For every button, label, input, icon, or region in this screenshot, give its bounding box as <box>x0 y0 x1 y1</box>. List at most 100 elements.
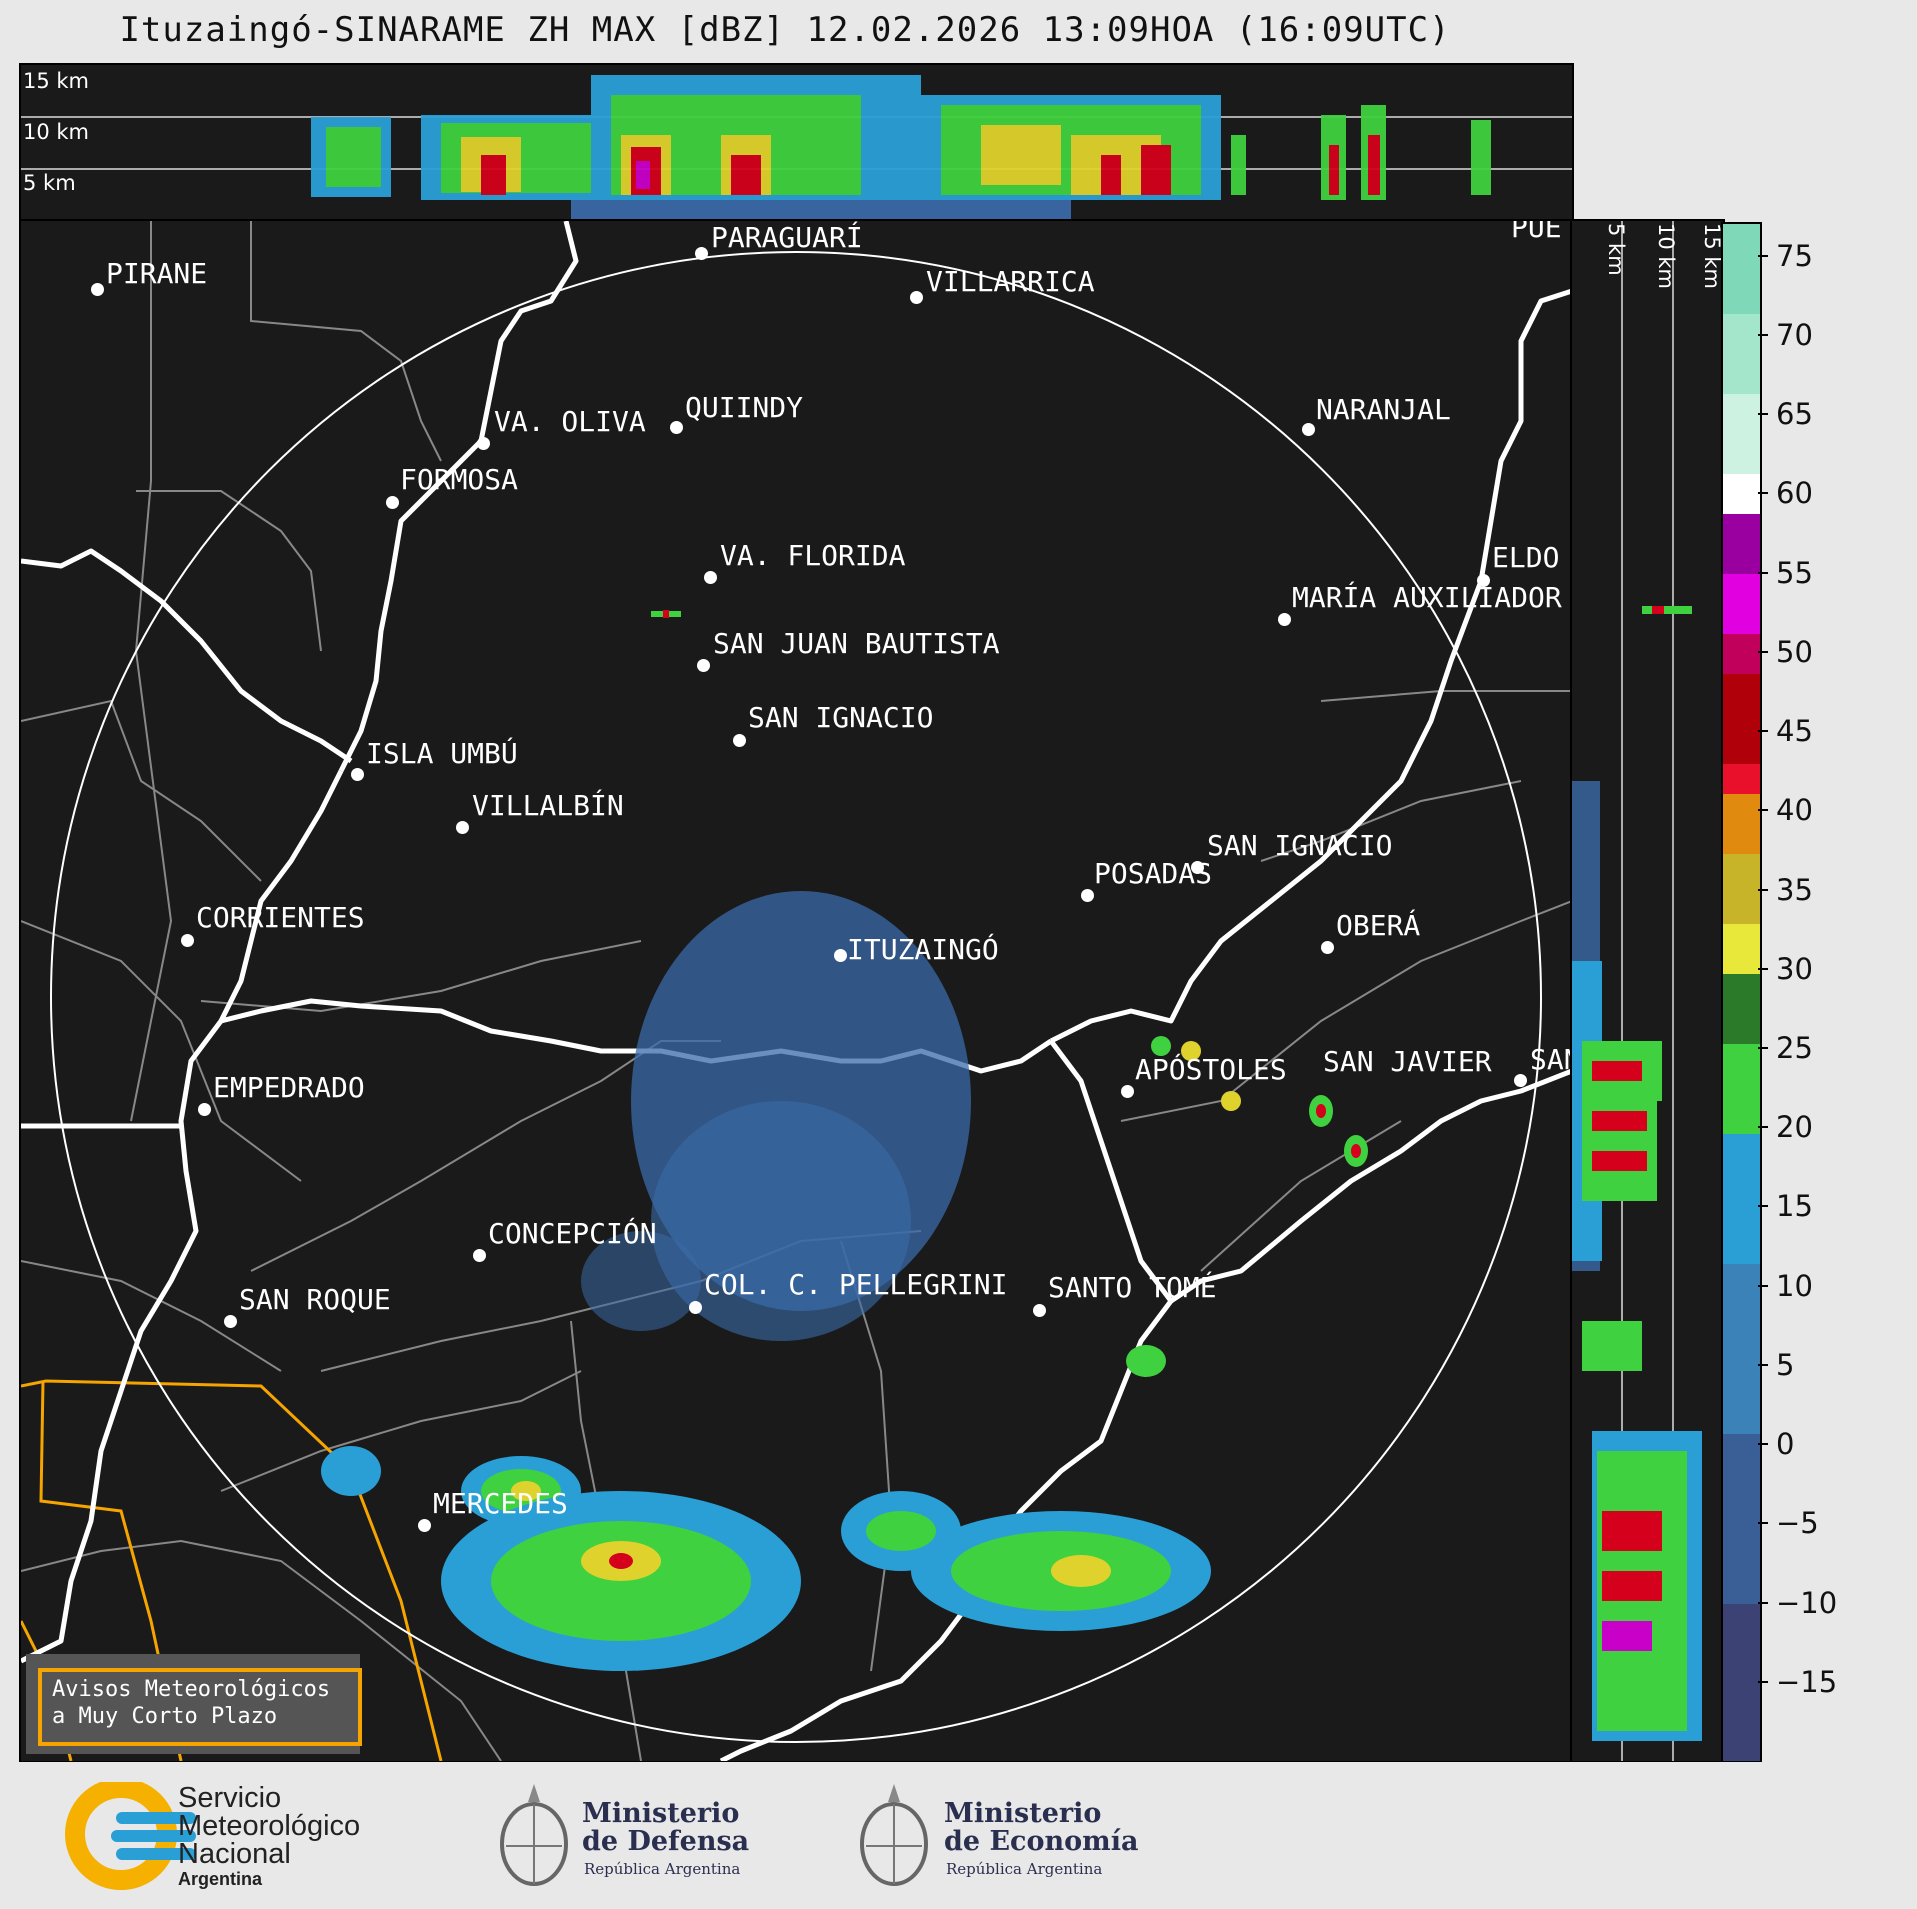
defensa-line3: República Argentina <box>584 1860 741 1878</box>
city-dot <box>697 659 710 672</box>
colorbar-tick-label: −10 <box>1776 1585 1838 1620</box>
dbz-colorbar <box>1721 222 1762 1763</box>
city-label-villarrica: VILLARRICA <box>926 265 1095 298</box>
page-title: Ituzaingó-SINARAME ZH MAX [dBZ] 12.02.20… <box>119 10 1451 50</box>
side-alt-label-5: 5 km <box>1604 223 1628 276</box>
city-dot <box>91 283 104 296</box>
top-alt-label-15: 15 km <box>23 69 90 93</box>
city-label-concepcion: CONCEPCIÓN <box>488 1217 657 1250</box>
colorbar-tick-label: 5 <box>1776 1347 1795 1382</box>
city-dot <box>386 496 399 509</box>
colorbar-tick-label: 30 <box>1776 951 1813 986</box>
smn-line3: Nacional <box>178 1838 291 1870</box>
colorbar-tick-label: −15 <box>1776 1664 1838 1699</box>
city-label-villalbin: VILLALBÍN <box>472 789 624 822</box>
city-dot <box>351 768 364 781</box>
colorbar-tick-mark <box>1758 650 1768 653</box>
colorbar-tick-mark <box>1758 1126 1768 1129</box>
side-cross-section-panel: 5 km 10 km 15 km <box>1570 219 1725 1763</box>
defensa-logo-text: Ministerio de Defensa <box>582 1800 749 1856</box>
city-label-eldo: ELDO <box>1492 541 1560 574</box>
top-alt-label-10: 10 km <box>23 120 90 144</box>
colorbar-tick-label: 55 <box>1776 555 1813 590</box>
city-label-san-juan-bautista: SAN JUAN BAUTISTA <box>713 627 1000 660</box>
colorbar-tick-label: 35 <box>1776 872 1813 907</box>
radar-map[interactable]: PIRANE PARAGUARÍ VILLARRICA PUE VA. OLIV… <box>19 219 1574 1763</box>
defensa-line1: Ministerio <box>582 1798 740 1829</box>
city-dot <box>1514 1074 1527 1087</box>
colorbar-tick-mark <box>1758 967 1768 970</box>
colorbar-tick-label: 20 <box>1776 1110 1813 1145</box>
city-label-isla-umbu: ISLA UMBÚ <box>366 737 518 770</box>
city-dot <box>456 821 469 834</box>
colorbar-tick-mark <box>1758 333 1768 336</box>
city-dot <box>910 291 923 304</box>
colorbar-tick-mark <box>1758 1601 1768 1604</box>
economia-line3: República Argentina <box>946 1860 1103 1878</box>
colorbar-tick-label: 70 <box>1776 317 1813 352</box>
city-label-empedrado: EMPEDRADO <box>213 1071 365 1104</box>
radar-site-dot <box>834 949 847 962</box>
economia-logo-text: Ministerio de Economía <box>944 1800 1138 1856</box>
argentina-seal-icon <box>860 1784 928 1886</box>
city-label-san-roque: SAN ROQUE <box>239 1283 391 1316</box>
economia-line1: Ministerio <box>944 1798 1102 1829</box>
city-dot <box>704 571 717 584</box>
city-dot <box>1121 1085 1134 1098</box>
city-label-col-c-pellegrini: COL. C. PELLEGRINI <box>704 1268 1008 1301</box>
colorbar-tick-label: 50 <box>1776 634 1813 669</box>
city-dot <box>689 1301 702 1314</box>
footer: Servicio Meteorológico Nacional Argentin… <box>0 1762 1917 1909</box>
colorbar-tick-mark <box>1758 809 1768 812</box>
city-label-pue: PUE <box>1511 219 1562 244</box>
colorbar-tick-label: 25 <box>1776 1030 1813 1065</box>
city-label-san-javier: SAN JAVIER <box>1323 1045 1492 1078</box>
city-dot <box>418 1519 431 1532</box>
colorbar-graphic <box>1723 224 1760 1761</box>
city-dot <box>1321 941 1334 954</box>
city-label-va-florida: VA. FLORIDA <box>720 539 906 572</box>
colorbar-tick-label: 10 <box>1776 1268 1813 1303</box>
city-label-paraguari: PARAGUARÍ <box>711 221 863 254</box>
city-dot <box>198 1103 211 1116</box>
warning-notice-box[interactable]: Avisos Meteorológicos a Muy Corto Plazo <box>26 1654 362 1754</box>
argentina-seal-icon <box>500 1784 568 1886</box>
city-dot <box>473 1249 486 1262</box>
colorbar-tick-mark <box>1758 1522 1768 1525</box>
colorbar-tick-mark <box>1758 1205 1768 1208</box>
warning-notice-line1: Avisos Meteorológicos <box>52 1677 331 1702</box>
colorbar-tick-mark <box>1758 492 1768 495</box>
economia-line2: de Economía <box>944 1826 1139 1857</box>
colorbar-tick-mark <box>1758 1443 1768 1446</box>
city-dot <box>695 247 708 260</box>
smn-line1: Servicio <box>178 1782 282 1814</box>
city-label-va-oliva: VA. OLIVA <box>494 405 646 438</box>
city-label-formosa: FORMOSA <box>400 463 519 496</box>
city-label-obera: OBERÁ <box>1336 909 1421 942</box>
colorbar-tick-mark <box>1758 413 1768 416</box>
colorbar-tick-mark <box>1758 730 1768 733</box>
city-dot <box>1033 1304 1046 1317</box>
city-label-mercedes: MERCEDES <box>433 1487 568 1520</box>
range-ring <box>50 251 1542 1743</box>
radar-echoes <box>321 610 1368 1671</box>
colorbar-tick-mark <box>1758 254 1768 257</box>
city-label-ituzaingo: ITUZAINGÓ <box>847 933 999 966</box>
city-label-maria-auxiliador: MARÍA AUXILIADOR <box>1292 581 1562 614</box>
city-label-san-ignacio-py: SAN IGNACIO <box>748 701 934 734</box>
colorbar-tick-label: 60 <box>1776 476 1813 511</box>
colorbar-tick-label: −5 <box>1776 1506 1819 1541</box>
colorbar-tick-label: 40 <box>1776 793 1813 828</box>
city-dot <box>1302 423 1315 436</box>
city-dot <box>1278 613 1291 626</box>
top-cross-section-panel: 15 km 10 km 5 km <box>19 63 1574 222</box>
city-label-quiindy: QUIINDY <box>685 391 804 424</box>
warning-notice-frame: Avisos Meteorológicos a Muy Corto Plazo <box>38 1668 362 1746</box>
city-dot <box>670 421 683 434</box>
colorbar-tick-mark <box>1758 1680 1768 1683</box>
side-alt-label-10: 10 km <box>1654 223 1678 290</box>
city-dot <box>224 1315 237 1328</box>
colorbar-tick-mark <box>1758 888 1768 891</box>
colorbar-tick-label: 0 <box>1776 1427 1795 1462</box>
warning-notice-line2: a Muy Corto Plazo <box>52 1704 278 1729</box>
